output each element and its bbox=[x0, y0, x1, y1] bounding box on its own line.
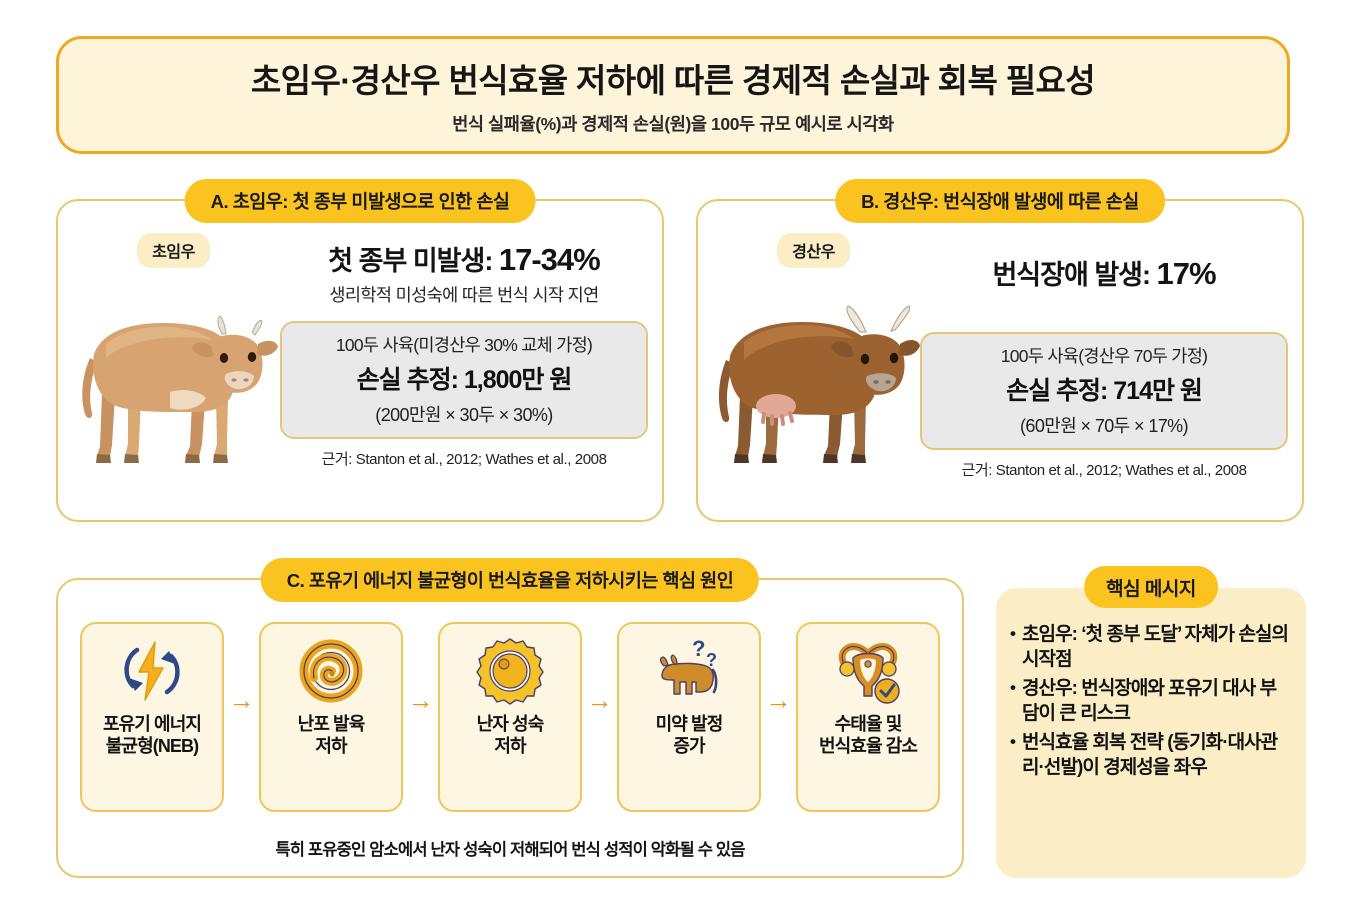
panel-b-info-column: 번식장애 발생: 17% 100두 사육(경산우 70두 가정) 손실 추정: … bbox=[920, 253, 1288, 510]
panel-a-header: A. 초임우: 첫 종부 미발생으로 인한 손실 bbox=[184, 179, 536, 223]
panel-c-header: C. 포유기 에너지 불균형이 번식효율을 저하시키는 핵심 원인 bbox=[260, 558, 760, 602]
panel-b-cow-column: 경산우 bbox=[706, 233, 921, 498]
flow-step-label: 난포 발육 저하 bbox=[297, 714, 366, 756]
flow-step-neb[interactable]: 포유기 에너지 불균형(NEB) bbox=[80, 622, 224, 812]
panel-b-header: B. 경산우: 번식장애 발생에 따른 손실 bbox=[835, 179, 1165, 223]
svg-text:?: ? bbox=[692, 636, 705, 661]
panel-a-cow-column: 초임우 bbox=[66, 233, 281, 498]
flow-step-follicle[interactable]: 난포 발육 저하 bbox=[259, 622, 403, 812]
key-message-list: • 초임우: ‘첫 종부 도달’ 자체가 손실의 시작점 • 경산우: 번식장애… bbox=[1008, 622, 1292, 781]
bullet-icon: • bbox=[1010, 624, 1016, 643]
energy-cycle-bolt-icon bbox=[124, 641, 180, 701]
panel-b-loss-box: 100두 사육(경산우 70두 가정) 손실 추정: 714만 원 (60만원 … bbox=[920, 332, 1288, 450]
panel-a-loss-box: 100두 사육(미경산우 30% 교체 가정) 손실 추정: 1,800만 원 … bbox=[280, 321, 648, 439]
flow-arrow-1: → bbox=[228, 685, 255, 715]
list-item: • 경산우: 번식장애와 포유기 대사 부담이 큰 리스크 bbox=[1008, 676, 1292, 727]
flow-step-label: 수태율 및 번식효율 감소 bbox=[818, 714, 918, 756]
panel-a-stat-value: 17-34% bbox=[498, 242, 601, 277]
multiparous-cow-illustration bbox=[718, 305, 920, 463]
key-message-text: 초임우: ‘첫 종부 도달’ 자체가 손실의 시작점 bbox=[1022, 624, 1289, 671]
title-banner: 초임우·경산우 번식효율 저하에 따른 경제적 손실과 회복 필요성 번식 실패… bbox=[56, 36, 1290, 154]
key-message-text: 경산우: 번식장애와 포유기 대사 부담이 큰 리스크 bbox=[1022, 677, 1277, 725]
follicle-icon bbox=[299, 639, 363, 703]
key-message-header: 핵심 메시지 bbox=[1084, 566, 1218, 608]
panel-b-loss-assumption: 100두 사육(경산우 70두 가정) bbox=[1000, 346, 1208, 366]
panel-a-info-column: 첫 종부 미발생: 17-34% 생리학적 미성숙에 따른 번식 시작 지연 1… bbox=[280, 239, 648, 510]
cow-question-icon: ? ? bbox=[659, 636, 718, 695]
panel-a-heifer-loss: A. 초임우: 첫 종부 미발생으로 인한 손실 초임우 bbox=[56, 179, 664, 522]
flow-step-conception[interactable]: 수태율 및 번식효율 감소 bbox=[796, 622, 940, 812]
flow-arrow-2: → bbox=[407, 685, 434, 715]
bullet-icon: • bbox=[1010, 731, 1016, 751]
panel-b-stat: 번식장애 발생: 17% bbox=[920, 253, 1288, 292]
cow-tag-multiparous: 경산우 bbox=[777, 233, 850, 268]
list-item: • 번식효율 회복 전략 (동기화·대사관리·선발)이 경제성을 좌우 bbox=[1008, 730, 1292, 781]
page-subtitle: 번식 실패율(%)과 경제적 손실(원)을 100두 규모 예시로 시각화 bbox=[452, 114, 894, 134]
flow-row: 포유기 에너지 불균형(NEB) → 난포 발육 저하 → 난자 성숙 저하 bbox=[80, 622, 940, 812]
key-message-panel: 핵심 메시지 • 초임우: ‘첫 종부 도달’ 자체가 손실의 시작점 • 경산… bbox=[996, 566, 1306, 878]
panel-a-stat-label: 첫 종부 미발생: bbox=[328, 246, 499, 276]
flow-arrow-4: → bbox=[765, 685, 792, 715]
key-message-text: 번식효율 회복 전략 (동기화·대사관리·선발)이 경제성을 좌우 bbox=[1022, 731, 1278, 779]
flow-step-label: 난자 성숙 저하 bbox=[476, 714, 545, 756]
panel-a-loss-formula: (200만원 × 30두 × 30%) bbox=[375, 405, 553, 425]
flow-step-oocyte[interactable]: 난자 성숙 저하 bbox=[438, 622, 582, 812]
uterus-check-icon bbox=[838, 643, 900, 704]
panel-c-caption: 특히 포유중인 암소에서 난자 성숙이 저해되어 번식 성적이 악화될 수 있음 bbox=[275, 841, 745, 859]
panel-a-stat: 첫 종부 미발생: 17-34% bbox=[280, 239, 648, 278]
panel-b-cow-loss: B. 경산우: 번식장애 발생에 따른 손실 경산우 bbox=[696, 179, 1304, 522]
panel-b-loss-formula: (60만원 × 70두 × 17%) bbox=[1020, 416, 1189, 436]
list-item: • 초임우: ‘첫 종부 도달’ 자체가 손실의 시작점 bbox=[1008, 622, 1292, 673]
panel-b-source: 근거: Stanton et al., 2012; Wathes et al.,… bbox=[961, 462, 1247, 479]
flow-step-label: 미약 발정 증가 bbox=[655, 714, 724, 756]
heifer-cow-illustration bbox=[82, 315, 278, 463]
bullet-icon: • bbox=[1010, 677, 1016, 697]
cow-tag-heifer: 초임우 bbox=[137, 233, 210, 268]
panel-c-neb-mechanism: C. 포유기 에너지 불균형이 번식효율을 저하시키는 핵심 원인 포유기 에너… bbox=[56, 558, 964, 878]
flow-step-weak-estrus[interactable]: ? ? 미약 발정 증가 bbox=[617, 622, 761, 812]
flow-arrow-3: → bbox=[586, 685, 613, 715]
flow-step-label: 포유기 에너지 불균형(NEB) bbox=[102, 714, 202, 756]
panel-b-loss-amount: 손실 추정: 714만 원 bbox=[1006, 377, 1203, 405]
panel-a-loss-amount: 손실 추정: 1,800만 원 bbox=[356, 366, 573, 394]
page-title: 초임우·경산우 번식효율 저하에 따른 경제적 손실과 회복 필요성 bbox=[250, 62, 1096, 99]
panel-b-stat-label: 번식장애 발생: bbox=[992, 260, 1157, 290]
panel-a-loss-assumption: 100두 사육(미경산우 30% 교체 가정) bbox=[335, 335, 593, 355]
panel-a-stat-desc: 생리학적 미성숙에 따른 번식 시작 지연 bbox=[329, 285, 599, 305]
panel-a-source: 근거: Stanton et al., 2012; Wathes et al.,… bbox=[321, 451, 607, 468]
svg-text:?: ? bbox=[706, 650, 717, 670]
oocyte-icon bbox=[476, 638, 544, 705]
panel-b-stat-value: 17% bbox=[1156, 256, 1217, 291]
